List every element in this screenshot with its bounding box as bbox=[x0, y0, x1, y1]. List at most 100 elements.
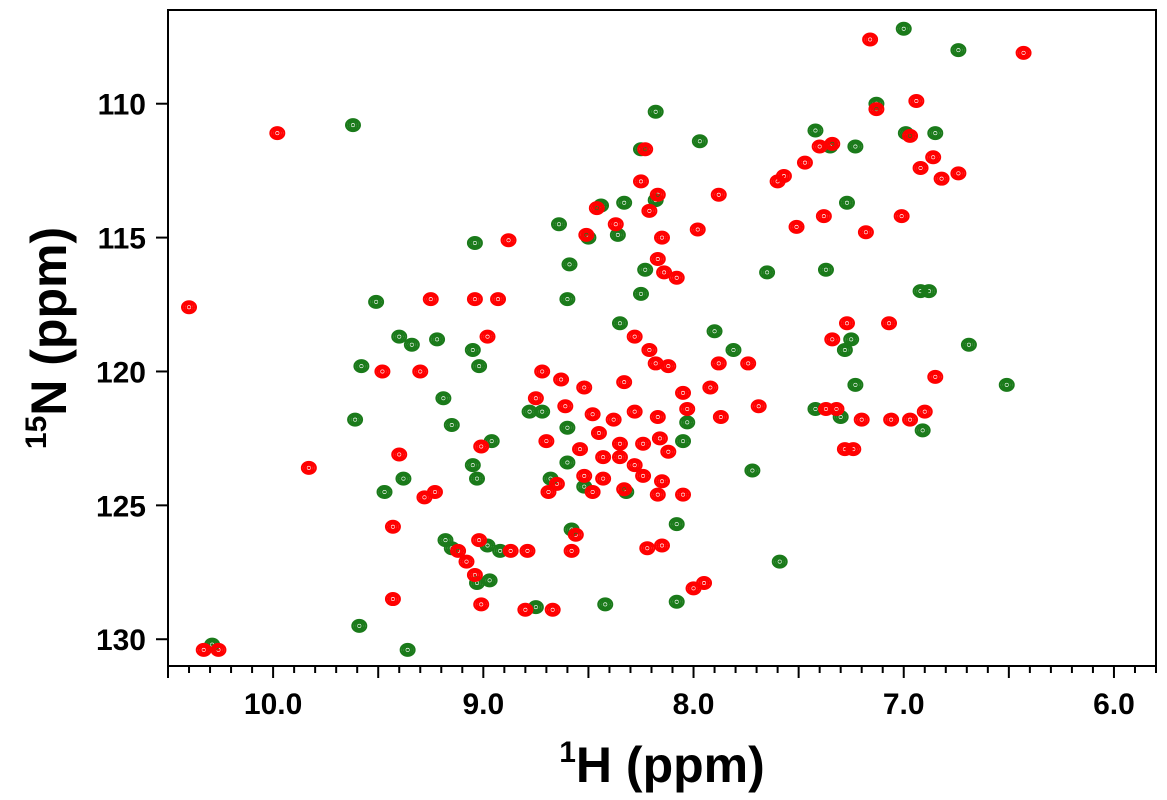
peak-2-69 bbox=[902, 412, 919, 427]
peak-2-102 bbox=[458, 554, 475, 569]
peak-contour bbox=[895, 210, 908, 222]
peak-1-11 bbox=[895, 21, 912, 36]
peak-1-38 bbox=[725, 343, 742, 358]
peak-center bbox=[656, 493, 660, 496]
peak-2-40 bbox=[626, 329, 643, 344]
peak-1-41 bbox=[960, 337, 977, 352]
peak-center bbox=[853, 383, 857, 387]
peak-contour bbox=[487, 437, 496, 446]
peak-contour bbox=[712, 409, 729, 424]
peak-contour bbox=[714, 411, 727, 423]
peak-center bbox=[813, 407, 817, 411]
peak-center bbox=[940, 177, 944, 180]
peak-1-31 bbox=[403, 337, 420, 352]
peak-center bbox=[391, 525, 395, 529]
peak-center bbox=[528, 410, 532, 413]
peak-2-37 bbox=[479, 329, 496, 344]
peak-contour bbox=[670, 518, 683, 530]
peak-center bbox=[486, 544, 490, 547]
peak-2-26 bbox=[654, 230, 670, 245]
peak-contour bbox=[929, 371, 942, 383]
peak-center bbox=[443, 538, 447, 542]
peak-contour bbox=[746, 465, 759, 477]
peak-center bbox=[830, 338, 834, 341]
peak-contour bbox=[536, 365, 549, 377]
peak-center bbox=[717, 362, 721, 365]
peak-center bbox=[889, 418, 893, 421]
peak-1-76 bbox=[771, 554, 788, 569]
peak-1-29 bbox=[368, 294, 385, 309]
peak-contour bbox=[466, 567, 483, 582]
peak-2-68 bbox=[883, 412, 900, 427]
peak-contour bbox=[473, 360, 486, 372]
peak-center bbox=[479, 603, 483, 606]
peak-center bbox=[523, 608, 527, 612]
peak-contour bbox=[468, 569, 481, 581]
peak-contour bbox=[689, 584, 698, 593]
peak-center bbox=[681, 493, 685, 496]
peak-contour bbox=[821, 265, 830, 274]
peak-2-9 bbox=[796, 155, 813, 170]
peak-2-2 bbox=[637, 142, 654, 157]
peak-center bbox=[933, 375, 937, 379]
peak-contour bbox=[347, 412, 364, 427]
peak-2-57 bbox=[557, 399, 574, 414]
peak-contour bbox=[885, 414, 898, 426]
peak-contour bbox=[712, 357, 725, 369]
peak-contour bbox=[418, 491, 431, 503]
peak-contour bbox=[1000, 379, 1013, 391]
peak-contour bbox=[450, 543, 467, 558]
peak-contour bbox=[929, 153, 938, 162]
peak-contour bbox=[914, 423, 931, 438]
peak-2-114 bbox=[300, 460, 317, 475]
peak-contour bbox=[544, 602, 561, 617]
peak-contour bbox=[792, 222, 801, 231]
peak-contour bbox=[466, 459, 479, 471]
peak-contour bbox=[916, 424, 929, 436]
peak-contour bbox=[813, 141, 826, 153]
peak-contour bbox=[559, 455, 576, 470]
peak-2-31 bbox=[656, 265, 673, 280]
peak-contour bbox=[653, 490, 662, 499]
peak-contour bbox=[651, 189, 664, 201]
peak-2-13 bbox=[868, 102, 885, 117]
peak-contour bbox=[641, 542, 654, 554]
peak-center bbox=[662, 271, 666, 274]
peak-2-105 bbox=[517, 602, 534, 617]
peak-center bbox=[656, 415, 660, 419]
peak-contour bbox=[885, 319, 894, 328]
peak-contour bbox=[618, 197, 631, 209]
y-axis-title: 15N (ppm) bbox=[20, 227, 77, 449]
peak-contour bbox=[924, 287, 933, 296]
peak-contour bbox=[611, 316, 628, 331]
peak-contour bbox=[628, 331, 641, 343]
peak-2-71 bbox=[590, 426, 607, 441]
peak-contour bbox=[273, 129, 282, 138]
peak-center bbox=[887, 321, 891, 325]
peak-contour bbox=[819, 264, 832, 276]
peak-contour bbox=[420, 493, 429, 502]
peak-1-1 bbox=[344, 118, 361, 133]
peak-center bbox=[803, 161, 807, 164]
peak-center bbox=[397, 453, 401, 456]
peak-contour bbox=[689, 222, 706, 237]
peak-center bbox=[473, 573, 477, 577]
peak-contour bbox=[922, 285, 935, 297]
peak-contour bbox=[651, 359, 660, 368]
peak-center bbox=[708, 386, 712, 389]
peak-contour bbox=[542, 486, 555, 498]
peak-contour bbox=[626, 329, 643, 344]
peak-contour bbox=[639, 143, 652, 155]
peak-contour bbox=[1017, 47, 1030, 59]
peak-contour bbox=[641, 203, 658, 218]
peak-contour bbox=[386, 593, 399, 605]
peak-2-52 bbox=[576, 380, 593, 395]
peak-contour bbox=[471, 533, 488, 548]
peak-contour bbox=[887, 415, 896, 424]
peak-center bbox=[473, 241, 477, 245]
peak-2-72 bbox=[611, 436, 628, 451]
peak-contour bbox=[651, 431, 668, 446]
peak-contour bbox=[613, 438, 626, 450]
peak-contour bbox=[811, 126, 820, 135]
peak-contour bbox=[468, 237, 481, 249]
